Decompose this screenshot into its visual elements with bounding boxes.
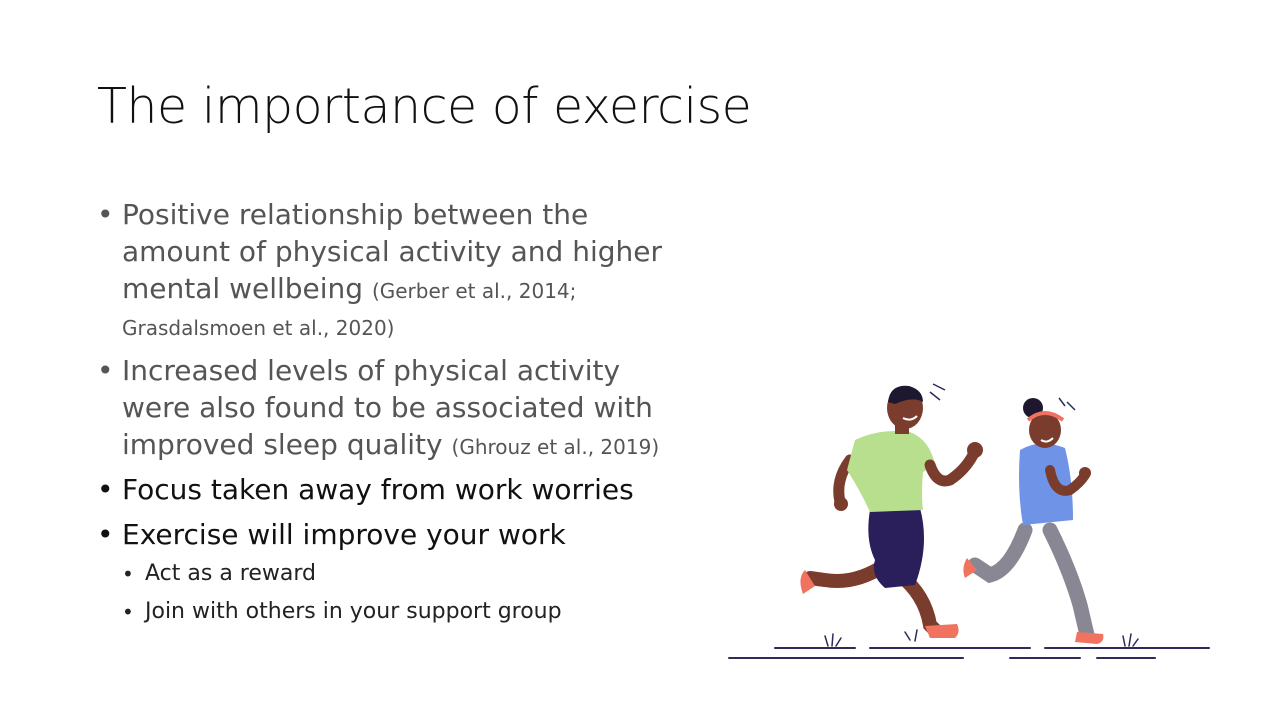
bullet-text: Increased levels of physical activity we…: [122, 354, 653, 461]
runners-illustration: [728, 383, 1210, 659]
slide-title: The importance of exercise: [97, 78, 752, 135]
woman-runner: [963, 397, 1104, 644]
bullet-citation: (Gerber et al., 2014; Grasdalsmoen et al…: [122, 279, 577, 340]
bullet-item: Positive relationship between the amount…: [97, 196, 677, 344]
sub-bullet-item: Join with others in your support group: [122, 593, 677, 631]
bullet-list: Positive relationship between the amount…: [97, 196, 677, 639]
man-runner: [800, 383, 983, 638]
bullet-text: Focus taken away from work worries: [122, 473, 634, 506]
bullet-citation: (Ghrouz et al., 2019): [451, 435, 660, 459]
bullet-text: Exercise will improve your work: [122, 518, 566, 551]
sub-bullet-list: Act as a reward Join with others in your…: [122, 555, 677, 631]
grass-tufts: [824, 629, 1139, 647]
bullet-item: Exercise will improve your work Act as a…: [97, 516, 677, 631]
ground-lines: [728, 647, 1210, 659]
bullet-text: Positive relationship between the amount…: [122, 198, 662, 305]
sub-bullet-item: Act as a reward: [122, 555, 677, 593]
bullet-item: Increased levels of physical activity we…: [97, 352, 677, 463]
bullet-item: Focus taken away from work worries: [97, 471, 677, 508]
